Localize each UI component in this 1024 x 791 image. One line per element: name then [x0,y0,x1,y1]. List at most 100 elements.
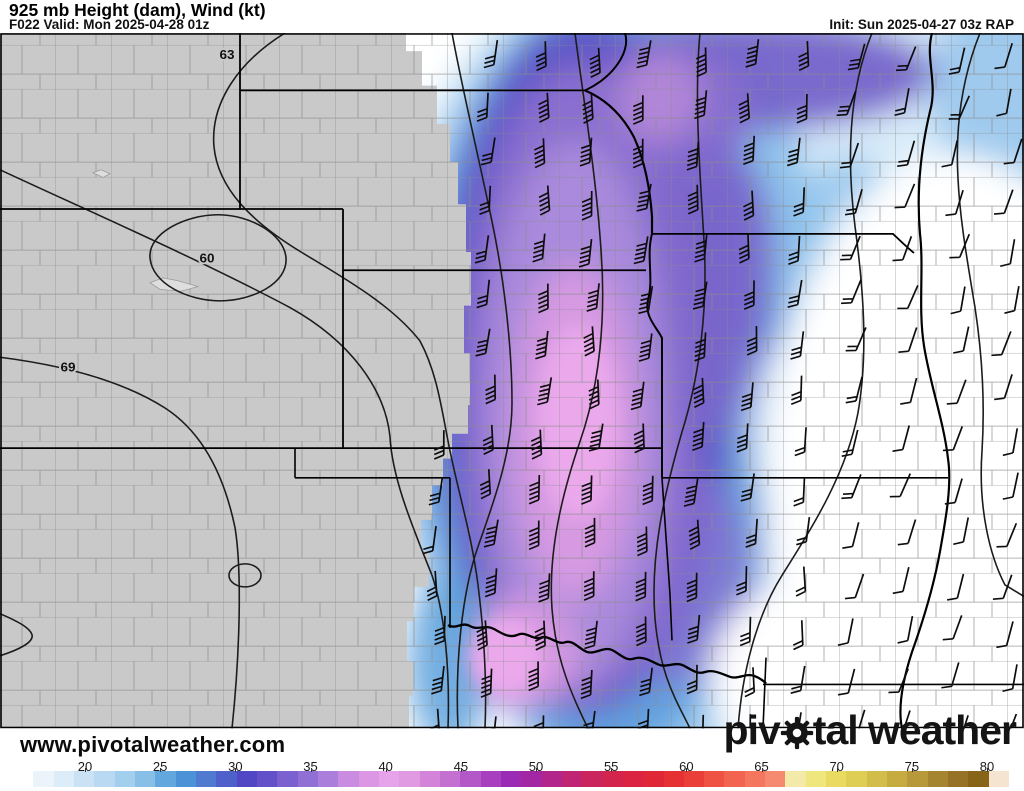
wind-barb [738,93,751,124]
colorbar-cell [297,771,318,787]
wind-barb [584,620,598,650]
wind-barb [889,473,912,498]
wind-barb [686,572,698,603]
wind-barb [844,573,865,600]
wind-barb [941,662,960,689]
wind-barb [996,621,1014,649]
wind-barb [533,138,546,169]
wind-barb [946,379,967,405]
colorbar-tick-label: 35 [303,759,318,774]
colorbar-cell [846,771,867,787]
wind-barb [796,94,808,124]
wind-barb [743,135,756,166]
colorbar-cell [73,771,95,787]
wind-barb [583,571,595,601]
wind-barb [942,426,964,452]
wind-barb [479,469,492,500]
colorbar-cell [744,771,766,787]
colorbar-cell [927,771,949,787]
wind-barb [683,478,699,507]
colorbar-cell [988,771,1010,787]
wind-barb [482,424,494,455]
colorbar-cell [724,771,745,787]
wind-barb [892,425,911,453]
pivotal-weather-logo: piv tal weather [724,707,1017,754]
weather-map: 63 60 69 www.pivotalweather.com piv tal wea… [0,33,1024,760]
wind-barb [480,668,493,698]
watermark-url: www.pivotalweather.com [20,732,286,757]
wind-barb [900,377,918,405]
wind-barb [746,325,758,356]
colorbar-cell [114,771,135,787]
colorbar-cell [826,771,847,787]
wind-barb [840,235,861,261]
wind-barb [638,286,654,315]
wind-barb [637,708,650,729]
wind-barb [1003,138,1023,165]
forecast-valid-time: F022 Valid: Mon 2025-04-28 01z [9,17,210,32]
wind-barb [837,618,854,646]
colorbar-cell [622,771,644,787]
contour-labels: 63 60 69 [59,45,237,376]
wind-barb [744,667,756,698]
wind-barb [692,421,705,452]
wind-barb [997,713,1018,729]
wind-barb [584,517,596,548]
colorbar-tick-label: 40 [378,759,393,774]
wind-barb [579,137,593,167]
wind-barb [892,236,913,262]
colorbar-tick-mark [536,768,538,772]
wind-barb [897,140,916,168]
colorbar-tick-mark [911,768,913,772]
colorbar-cell [155,771,176,787]
wind-barb [588,423,604,452]
state-borders [0,33,1024,729]
wind-barb [633,423,645,454]
colorbar-cell [460,771,481,787]
gear-icon [780,716,813,749]
wind-barb [639,667,653,697]
wind-barb [695,47,707,78]
wind-barb [476,279,491,309]
wind-barb [892,566,910,595]
colorbar-cell [378,771,400,787]
colorbar-tick-mark [235,768,237,772]
colorbar-cell [968,771,989,787]
wind-barb [688,519,701,550]
colorbar-cell [480,771,501,787]
wind-barb [736,566,748,596]
colorbar-cell [785,771,806,787]
logo-text-tal-weather: tal weather [812,707,1017,753]
wind-barb [480,137,496,166]
wind-barb [694,90,708,120]
contour-label: 60 [199,251,214,266]
colorbar-cell [765,771,786,787]
wind-barb [538,283,549,314]
wind-barb [745,39,760,68]
colorbar-cell [521,771,542,787]
colorbar-cell [175,771,196,787]
wind-barb [694,332,707,362]
colorbar-cell [53,771,74,787]
wind-barb [945,189,964,217]
colorbar-tick-mark [460,768,462,772]
colorbar-cell [582,771,603,787]
wind-barb [479,185,492,215]
wind-barb [996,88,1012,117]
wind-barb [630,381,645,411]
colorbar-cell [317,771,339,787]
colorbar-cell [887,771,908,787]
wind-barb [950,286,966,315]
wind-barb [578,239,593,268]
wind-barb [847,43,866,71]
wind-barb [485,374,497,405]
wind-barb [483,39,499,69]
wind-barb [535,330,549,360]
wind-barb [534,620,546,651]
colorbar-tick-label: 80 [979,759,995,774]
wind-barb [687,614,701,644]
wind-barb [996,522,1018,548]
contour-label: 69 [60,360,75,375]
wind-barb [841,279,862,305]
wind-barb [1000,239,1016,268]
